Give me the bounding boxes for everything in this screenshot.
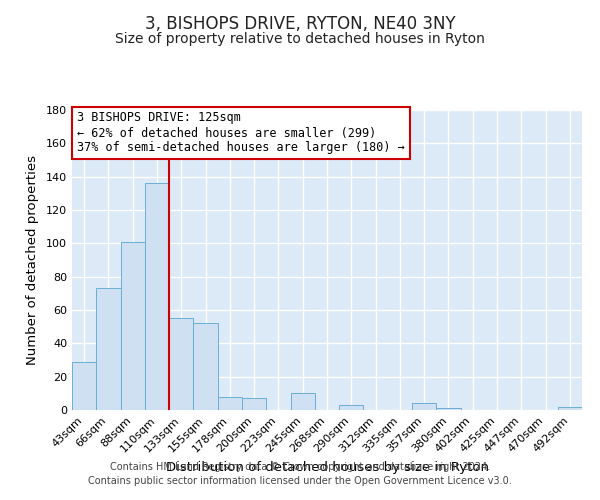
Bar [193, 324, 218, 410]
Bar [72, 362, 96, 410]
Text: 3 BISHOPS DRIVE: 125sqm
← 62% of detached houses are smaller (299)
37% of semi-d: 3 BISHOPS DRIVE: 125sqm ← 62% of detache… [77, 112, 405, 154]
Bar [121, 242, 145, 410]
X-axis label: Distribution of detached houses by size in Ryton: Distribution of detached houses by size … [166, 461, 488, 474]
Bar [290, 394, 315, 410]
Bar [558, 406, 582, 410]
Bar [169, 318, 193, 410]
Bar [96, 288, 121, 410]
Bar [242, 398, 266, 410]
Bar [412, 404, 436, 410]
Text: 3, BISHOPS DRIVE, RYTON, NE40 3NY: 3, BISHOPS DRIVE, RYTON, NE40 3NY [145, 15, 455, 33]
Bar [218, 396, 242, 410]
Bar [339, 405, 364, 410]
Y-axis label: Number of detached properties: Number of detached properties [26, 155, 39, 365]
Bar [145, 184, 169, 410]
Bar [436, 408, 461, 410]
Text: Contains public sector information licensed under the Open Government Licence v3: Contains public sector information licen… [88, 476, 512, 486]
Text: Size of property relative to detached houses in Ryton: Size of property relative to detached ho… [115, 32, 485, 46]
Text: Contains HM Land Registry data © Crown copyright and database right 2024.: Contains HM Land Registry data © Crown c… [110, 462, 490, 472]
